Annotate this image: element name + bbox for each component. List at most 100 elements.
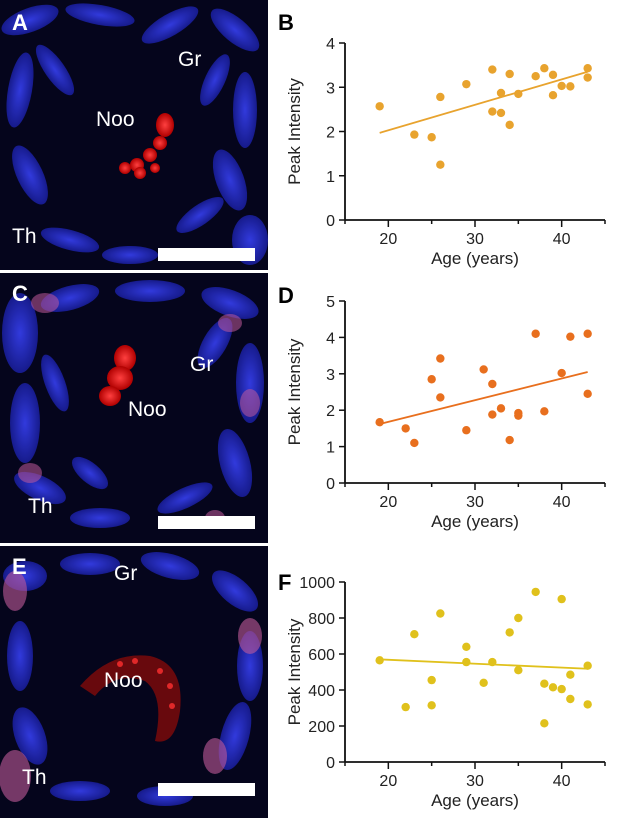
data-point [540,679,549,688]
x-tick-label: 20 [379,773,397,790]
data-point [540,719,549,728]
data-point [410,438,419,448]
data-point [401,424,410,433]
data-point [488,65,497,74]
y-tick-label: 200 [308,719,335,736]
label-gr: Gr [190,353,214,376]
scale-bar [158,516,255,529]
micrograph-e: E Gr Noo Th [0,546,268,818]
data-point [566,670,575,679]
label-th: Th [28,495,53,518]
data-point [479,678,488,687]
data-point [401,702,410,712]
y-tick-label: 3 [326,80,335,97]
micrograph-a-image [0,0,268,270]
data-point [557,594,566,604]
y-tick-label: 2 [326,403,335,420]
y-tick-label: 1 [326,169,335,186]
x-tick-label: 20 [379,231,397,248]
x-axis-label: Age (years) [431,791,519,810]
x-axis-label: Age (years) [431,512,519,531]
data-point [436,354,445,363]
data-point [488,379,497,389]
data-point [531,587,540,597]
data-point [479,365,488,374]
data-point [583,73,592,82]
data-point [436,609,445,618]
data-point [375,656,384,665]
micrograph-a: A Gr Noo Th [0,0,268,270]
data-point [427,133,436,142]
data-point [462,642,471,651]
y-axis-label: Peak Intensity [285,338,304,445]
data-point [488,107,497,116]
panel-letter-d: D [278,283,294,308]
data-point [410,630,419,639]
panel-letter-b: B [278,10,294,35]
data-point [514,411,523,420]
data-point [583,389,592,399]
data-point [540,407,549,416]
data-point [548,91,558,100]
data-point [436,160,445,169]
data-point [410,130,419,139]
data-point [488,410,497,419]
chart-f: F 0 200 400 600 800 1000 20 30 40 Age (years) Peak… [270,546,633,818]
data-point [436,393,445,402]
chart-d: D 0 1 2 3 4 5 20 30 40 Age (years) Peak Intensity [270,273,633,546]
label-noo: Noo [96,108,135,131]
data-point [462,426,471,435]
x-tick-label: 40 [553,231,571,248]
data-point [583,661,592,670]
data-point [375,418,384,427]
label-noo: Noo [128,398,167,421]
y-tick-label: 4 [326,36,335,53]
panel-letter-a: A [12,10,28,35]
data-point [531,71,540,81]
y-axis-label: Peak Intensity [285,78,304,185]
data-point [566,332,575,341]
data-point [557,684,566,694]
label-noo: Noo [104,669,143,692]
y-tick-label: 1000 [299,575,335,592]
data-point [505,628,514,637]
data-point [436,92,445,102]
y-tick-label: 4 [326,330,335,347]
label-th: Th [12,225,37,248]
data-point [557,368,566,378]
y-tick-label: 1 [326,440,335,457]
panel-letter-e: E [12,554,27,579]
chart-b-plot: 0 1 2 3 4 20 30 40 Age (years) Peak Intensity [285,36,606,268]
x-axis-label: Age (years) [431,249,519,268]
panel-letter-f: F [278,570,292,595]
data-point [427,375,436,384]
micrograph-c-image [0,273,268,543]
data-point [540,64,549,73]
y-tick-label: 0 [326,476,335,493]
x-tick-label: 40 [553,494,571,511]
x-tick-label: 30 [466,494,484,511]
y-tick-label: 800 [308,611,335,628]
data-point [375,102,384,111]
data-point [505,435,514,445]
label-th: Th [22,766,47,789]
x-tick-label: 20 [379,494,397,511]
panel-letter-c: C [12,281,28,306]
scale-bar [158,248,255,261]
data-point [583,700,592,709]
chart-d-plot: 0 1 2 3 4 5 20 30 40 Age (years) Peak Intensity [285,294,606,531]
data-point [462,657,471,667]
micrograph-c: C Gr Noo Th [0,273,268,543]
y-tick-label: 0 [326,213,335,230]
trendline [379,658,588,670]
data-point [496,88,506,98]
data-point [505,69,514,79]
data-point [566,694,575,704]
y-tick-label: 600 [308,647,335,664]
data-point [496,404,506,413]
scale-bar [158,783,255,796]
y-tick-label: 5 [326,294,335,311]
x-tick-label: 30 [466,773,484,790]
trendline [379,371,588,425]
data-point [566,82,575,91]
